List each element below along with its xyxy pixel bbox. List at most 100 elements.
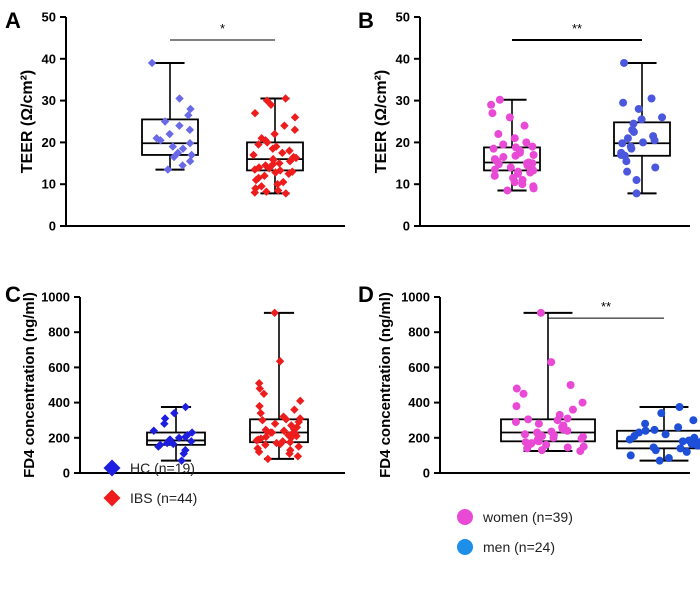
data-point-women (524, 415, 533, 424)
data-point-ibs (288, 167, 297, 176)
data-point-hc (187, 437, 196, 446)
y-tick-label-d: 800 (408, 325, 430, 340)
data-point-men (674, 423, 683, 432)
y-tick-label-b: 10 (396, 177, 410, 192)
data-point-women (506, 163, 515, 172)
data-point-women (568, 405, 577, 414)
data-point-hc (154, 442, 163, 451)
y-tick-label-b: 30 (396, 93, 410, 108)
data-point-women (512, 384, 521, 393)
data-point-hc (160, 414, 170, 423)
data-point-women (505, 113, 514, 122)
data-point-ibs (257, 134, 266, 143)
data-point-women (495, 95, 504, 104)
data-point-men (661, 430, 670, 439)
panel-b: B 0 10 20 30 40 50 TEER (Ω/cm²) ** (358, 8, 690, 234)
data-point-men (651, 163, 660, 172)
data-point-ibs (254, 447, 264, 457)
data-point-ibs (250, 108, 260, 118)
data-point-women (494, 130, 503, 139)
data-point-ibs (285, 438, 295, 447)
data-point-men (641, 419, 650, 428)
data-point-ibs (290, 113, 300, 122)
data-point-ibs (276, 439, 285, 449)
y-tick-label-c: 600 (48, 360, 70, 375)
data-point-ibs (280, 121, 289, 130)
legend-right: women (n=39) men (n=24) (455, 509, 573, 559)
data-point-men (619, 98, 628, 107)
data-point-men (689, 416, 698, 425)
data-point-men (641, 426, 650, 435)
data-point-ibs (273, 186, 283, 195)
y-tick-label-c: 0 (63, 466, 70, 481)
data-point-ibs (267, 428, 277, 437)
data-point-ibs (285, 146, 294, 155)
legend-label-ibs: IBS (n=44) (130, 490, 198, 506)
data-point-women (519, 389, 528, 398)
y-tick-label-a: 40 (42, 51, 56, 66)
y-tick-label-c: 400 (48, 395, 70, 410)
data-point-ibs (275, 159, 284, 168)
data-point-ibs (262, 187, 271, 196)
data-point-women (510, 178, 519, 187)
data-point-hc (174, 433, 184, 442)
data-point-men (629, 127, 638, 136)
y-tick-label-c: 800 (48, 325, 70, 340)
y-tick-label-d: 1000 (401, 290, 430, 305)
data-point-hc (160, 117, 170, 126)
legend-item-ibs: IBS (n=44) (102, 486, 197, 510)
significance-label-a: * (220, 21, 225, 36)
data-point-ibs (270, 308, 279, 318)
data-point-women (549, 433, 558, 442)
data-point-men (676, 444, 685, 453)
data-point-ibs (279, 426, 289, 435)
legend-item-hc: HC (n=19) (102, 456, 197, 480)
y-tick-label-b: 0 (403, 219, 410, 234)
data-point-men (664, 454, 673, 463)
data-point-women (563, 443, 572, 452)
data-point-hc (177, 456, 186, 465)
data-point-ibs (265, 164, 274, 173)
data-point-hc (178, 161, 187, 170)
data-point-women (577, 434, 586, 443)
data-point-hc (170, 408, 179, 418)
data-point-women (510, 134, 519, 143)
data-point-ibs (263, 138, 272, 147)
data-point-women (490, 171, 499, 180)
data-point-women (511, 417, 520, 426)
data-point-ibs (258, 416, 267, 425)
data-point-hc (186, 104, 195, 114)
y-tick-label-d: 600 (408, 360, 430, 375)
data-point-ibs (275, 357, 285, 366)
data-point-men (629, 119, 638, 128)
panel-letter-a: A (5, 8, 21, 33)
data-point-men (618, 139, 627, 148)
data-point-ibs (294, 442, 303, 451)
data-point-women (523, 444, 532, 453)
data-point-hc (175, 121, 184, 130)
data-point-ibs (271, 168, 280, 177)
data-point-men (622, 157, 631, 166)
data-point-women (488, 109, 497, 118)
data-point-hc (149, 426, 158, 435)
data-point-women (528, 142, 537, 151)
data-point-women (487, 100, 496, 109)
y-tick-label-b: 20 (396, 135, 410, 150)
data-point-hc (179, 449, 188, 458)
data-point-women (520, 121, 529, 130)
legend-label-hc: HC (n=19) (130, 460, 195, 476)
data-point-women (511, 151, 520, 160)
data-point-women (553, 416, 562, 425)
significance-label-b: ** (572, 21, 582, 36)
data-point-ibs (278, 148, 287, 158)
legend-item-women: women (n=39) (455, 505, 573, 529)
y-tick-label-c: 200 (48, 430, 70, 445)
y-tick-label-d: 200 (408, 430, 430, 445)
data-point-men (655, 456, 664, 465)
data-point-ibs (250, 188, 260, 197)
data-point-women (490, 165, 499, 174)
y-axis-label-a: TEER (Ω/cm²) (19, 70, 36, 174)
panel-letter-d: D (358, 282, 374, 307)
data-point-women (518, 180, 527, 189)
